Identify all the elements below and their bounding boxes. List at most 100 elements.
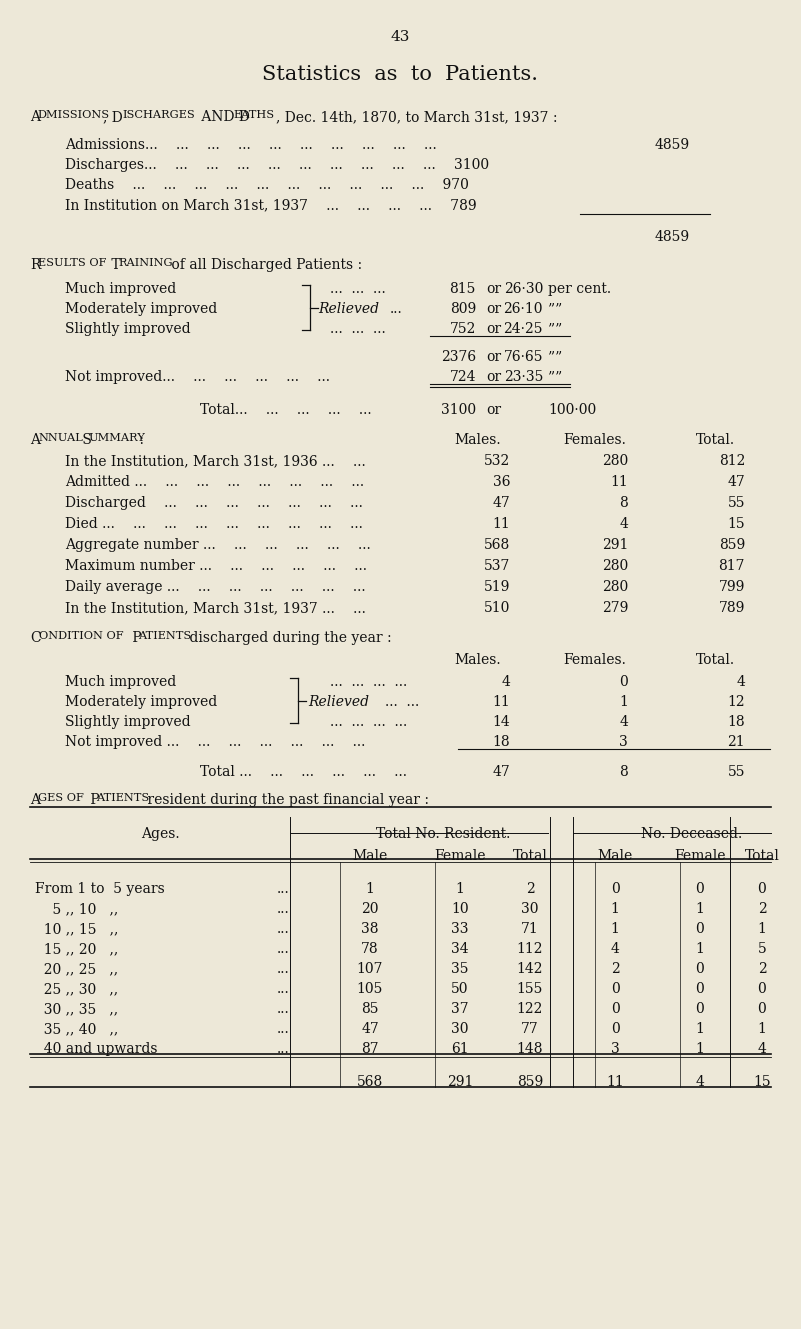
Text: Daily average ...  ...  ...  ...  ...  ...  ...: Daily average ... ... ... ... ... ... ..… xyxy=(65,579,365,594)
Text: Maximum number ...  ...  ...  ...  ...  ...: Maximum number ... ... ... ... ... ... xyxy=(65,560,367,573)
Text: Total: Total xyxy=(745,849,779,863)
Text: 0: 0 xyxy=(758,982,767,995)
Text: RAINING: RAINING xyxy=(118,258,173,268)
Text: 799: 799 xyxy=(718,579,745,594)
Text: 752: 752 xyxy=(449,322,476,336)
Text: 8: 8 xyxy=(619,496,628,510)
Text: C: C xyxy=(30,631,41,645)
Text: ...: ... xyxy=(277,922,290,936)
Text: 4: 4 xyxy=(695,1075,704,1088)
Text: 0: 0 xyxy=(610,982,619,995)
Text: Moderately improved: Moderately improved xyxy=(65,302,217,316)
Text: Statistics  as  to  Patients.: Statistics as to Patients. xyxy=(262,65,538,84)
Text: 0: 0 xyxy=(610,1002,619,1015)
Text: 0: 0 xyxy=(758,1002,767,1015)
Text: Admitted ...  ...  ...  ...  ...  ...  ...  ...: Admitted ... ... ... ... ... ... ... ... xyxy=(65,474,364,489)
Text: P: P xyxy=(86,793,99,807)
Text: 47: 47 xyxy=(493,766,510,779)
Text: ””: ”” xyxy=(548,302,562,316)
Text: 71: 71 xyxy=(521,922,539,936)
Text: 18: 18 xyxy=(493,735,510,750)
Text: 0: 0 xyxy=(610,1022,619,1037)
Text: Males.: Males. xyxy=(455,433,501,447)
Text: ...  ...  ...: ... ... ... xyxy=(330,322,386,336)
Text: 122: 122 xyxy=(517,1002,543,1015)
Text: Males.: Males. xyxy=(455,653,501,667)
Text: 61: 61 xyxy=(451,1042,469,1057)
Text: Total No. Resident.: Total No. Resident. xyxy=(376,827,510,841)
Text: 532: 532 xyxy=(484,455,510,468)
Text: :: : xyxy=(135,433,144,447)
Text: 0: 0 xyxy=(695,922,704,936)
Text: 47: 47 xyxy=(493,496,510,510)
Text: 47: 47 xyxy=(727,474,745,489)
Text: A: A xyxy=(30,793,40,807)
Text: or: or xyxy=(486,369,501,384)
Text: 25 ,, 30   ,,: 25 ,, 30 ,, xyxy=(35,982,118,995)
Text: Females.: Females. xyxy=(564,653,626,667)
Text: 3: 3 xyxy=(619,735,628,750)
Text: 4: 4 xyxy=(501,675,510,688)
Text: 15: 15 xyxy=(753,1075,771,1088)
Text: Females.: Females. xyxy=(564,433,626,447)
Text: 568: 568 xyxy=(484,538,510,552)
Text: 100·00: 100·00 xyxy=(548,403,596,417)
Text: UMMARY: UMMARY xyxy=(88,433,145,443)
Text: 85: 85 xyxy=(361,1002,379,1015)
Text: ...: ... xyxy=(277,902,290,916)
Text: per cent.: per cent. xyxy=(548,282,611,296)
Text: ATIENTS: ATIENTS xyxy=(96,793,149,803)
Text: or: or xyxy=(486,350,501,364)
Text: 4: 4 xyxy=(619,517,628,532)
Text: 2376: 2376 xyxy=(441,350,476,364)
Text: From 1 to  5 years: From 1 to 5 years xyxy=(35,882,165,896)
Text: 1: 1 xyxy=(610,902,619,916)
Text: AND D: AND D xyxy=(197,110,250,124)
Text: ...  ...: ... ... xyxy=(385,695,419,708)
Text: 26·10: 26·10 xyxy=(504,302,543,316)
Text: No. Deceased.: No. Deceased. xyxy=(642,827,743,841)
Text: 24·25: 24·25 xyxy=(504,322,543,336)
Text: 4: 4 xyxy=(610,942,619,956)
Text: ATIENTS: ATIENTS xyxy=(138,631,191,641)
Text: 0: 0 xyxy=(695,962,704,975)
Text: Relieved: Relieved xyxy=(308,695,369,708)
Text: resident during the past financial year :: resident during the past financial year … xyxy=(143,793,429,807)
Text: 0: 0 xyxy=(758,882,767,896)
Text: 3: 3 xyxy=(610,1042,619,1057)
Text: 50: 50 xyxy=(451,982,469,995)
Text: ONDITION OF: ONDITION OF xyxy=(39,631,123,641)
Text: 3100: 3100 xyxy=(441,403,476,417)
Text: 40 and upwards: 40 and upwards xyxy=(35,1042,158,1057)
Text: 23·35: 23·35 xyxy=(504,369,543,384)
Text: 4859: 4859 xyxy=(655,138,690,152)
Text: Deaths  ...  ...  ...  ...  ...  ...  ...  ...  ...  ...  970: Deaths ... ... ... ... ... ... ... ... .… xyxy=(65,178,469,191)
Text: R: R xyxy=(30,258,40,272)
Text: 859: 859 xyxy=(517,1075,543,1088)
Text: Not improved...  ...  ...  ...  ...  ...: Not improved... ... ... ... ... ... xyxy=(65,369,330,384)
Text: 30: 30 xyxy=(521,902,539,916)
Text: ...  ...  ...: ... ... ... xyxy=(330,282,386,296)
Text: A: A xyxy=(30,110,40,124)
Text: Total.: Total. xyxy=(695,653,735,667)
Text: 0: 0 xyxy=(610,882,619,896)
Text: 280: 280 xyxy=(602,579,628,594)
Text: 1: 1 xyxy=(695,1042,704,1057)
Text: 12: 12 xyxy=(727,695,745,708)
Text: 5 ,, 10   ,,: 5 ,, 10 ,, xyxy=(35,902,119,916)
Text: ””: ”” xyxy=(548,369,562,384)
Text: 112: 112 xyxy=(517,942,543,956)
Text: Total.: Total. xyxy=(695,433,735,447)
Text: 18: 18 xyxy=(727,715,745,730)
Text: 11: 11 xyxy=(493,695,510,708)
Text: 26·30: 26·30 xyxy=(504,282,543,296)
Text: 1: 1 xyxy=(456,882,465,896)
Text: 55: 55 xyxy=(727,496,745,510)
Text: 43: 43 xyxy=(390,31,409,44)
Text: Total: Total xyxy=(513,849,547,863)
Text: S: S xyxy=(78,433,92,447)
Text: ””: ”” xyxy=(548,350,562,364)
Text: 1: 1 xyxy=(758,922,767,936)
Text: Total...  ...  ...  ...  ...: Total... ... ... ... ... xyxy=(200,403,372,417)
Text: 1: 1 xyxy=(758,1022,767,1037)
